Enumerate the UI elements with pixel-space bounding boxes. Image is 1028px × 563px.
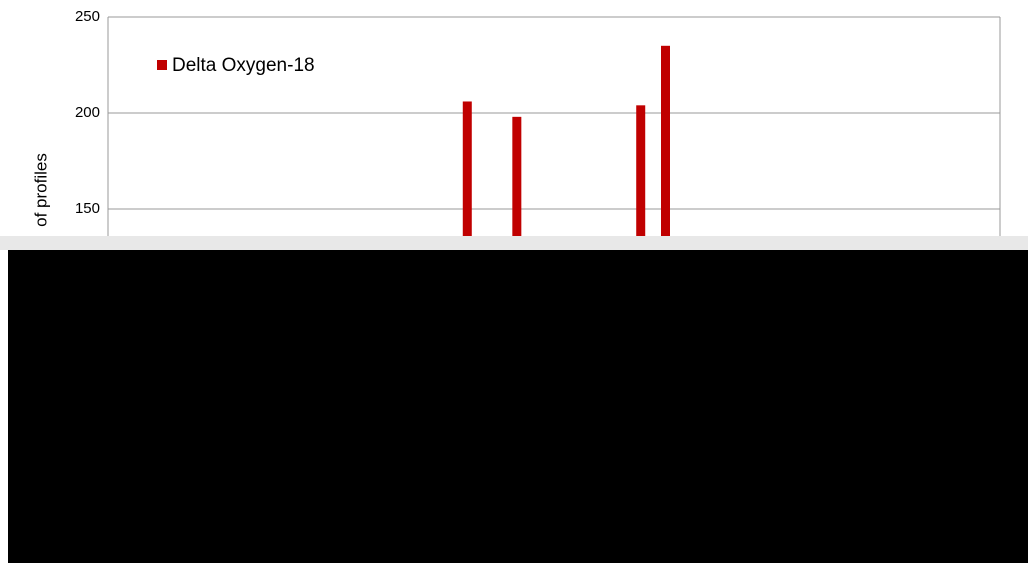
- legend-label: Delta Oxygen-18: [172, 55, 315, 76]
- y-axis-label: of profiles: [31, 153, 50, 227]
- legend-swatch: [157, 60, 167, 70]
- y-tick-label: 250: [75, 8, 100, 25]
- noise-band: [0, 236, 1028, 250]
- y-tick-label: 200: [75, 104, 100, 121]
- corrupted-area: [8, 250, 1028, 563]
- y-tick-label: 150: [75, 200, 100, 217]
